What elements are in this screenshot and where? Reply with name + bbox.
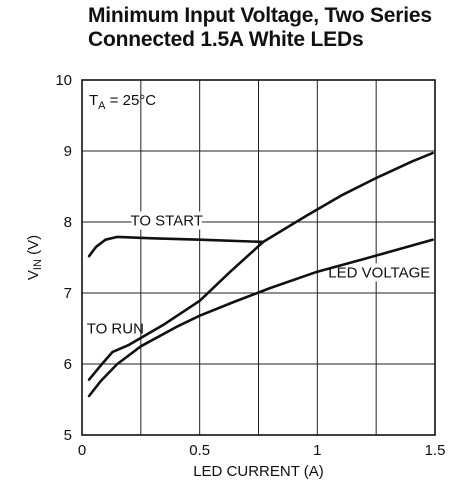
series-line-to-run [87, 151, 434, 381]
y-axis-label-suffix: (V) [25, 235, 42, 259]
y-axis-label: VIN (V) [25, 235, 44, 280]
series-line-led-voltage [87, 238, 434, 398]
series-label-background [84, 319, 139, 338]
y-axis-label-main: V [25, 270, 42, 280]
x-axis-label: LED CURRENT (A) [193, 463, 324, 480]
x-tick-label: 1.5 [425, 442, 446, 459]
series-line-to-start [87, 235, 265, 258]
condition-label-sub: A [98, 100, 106, 112]
x-tick-label: 0.5 [189, 442, 210, 459]
series-label-led-voltage: LED VOLTAGE [328, 264, 430, 281]
y-tick-label: 9 [64, 143, 72, 160]
tick-labels: 0 0.5 1 1.5 5 6 7 8 9 10 [55, 72, 445, 459]
y-tick-label: 8 [64, 214, 72, 231]
condition-label-main: T [89, 92, 98, 109]
chart-title-line-1: Minimum Input Voltage, Two Series [88, 4, 432, 27]
grid-lines [82, 80, 435, 435]
series-label-to-run: TO RUN [87, 320, 144, 337]
condition-label: TA = 25°C [89, 92, 156, 112]
chart-title: Minimum Input Voltage, Two Series Connec… [88, 4, 463, 52]
x-tick-label: 0 [78, 442, 86, 459]
chart-title-line-2: Connected 1.5A White LEDs [88, 28, 364, 51]
series-lines [87, 151, 434, 398]
y-axis-label-sub: IN [32, 259, 44, 270]
y-tick-label: 7 [64, 285, 72, 302]
series-label-to-start: TO START [130, 213, 203, 230]
series-label-background [131, 211, 202, 230]
plot-frame [81, 79, 436, 436]
condition-label-suffix: = 25°C [106, 92, 157, 109]
y-tick-label: 5 [64, 427, 72, 444]
series-label-background [336, 263, 433, 282]
y-tick-label: 6 [64, 356, 72, 373]
x-tick-label: 1 [313, 442, 321, 459]
series-labels: TO START TO RUN LED VOLTAGE [84, 211, 433, 338]
y-tick-label: 10 [55, 72, 72, 89]
